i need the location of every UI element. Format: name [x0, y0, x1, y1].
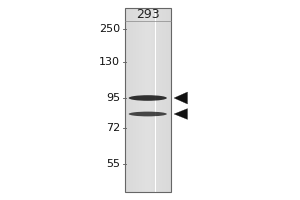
Bar: [132, 8, 133, 192]
Bar: [159, 8, 160, 192]
Bar: [148, 8, 149, 192]
Text: 55: 55: [106, 159, 120, 169]
Bar: [128, 8, 129, 192]
Bar: [169, 8, 170, 192]
Polygon shape: [174, 92, 188, 104]
Bar: [140, 8, 141, 192]
Bar: [160, 8, 161, 192]
Bar: [146, 8, 147, 192]
Bar: [135, 8, 136, 192]
Bar: [164, 8, 165, 192]
Text: 250: 250: [99, 24, 120, 34]
Bar: [124, 8, 125, 192]
Bar: [151, 8, 152, 192]
Bar: [165, 8, 166, 192]
Bar: [156, 8, 157, 192]
Text: 95: 95: [106, 93, 120, 103]
Ellipse shape: [129, 95, 167, 101]
Bar: [161, 8, 162, 192]
Bar: [133, 8, 134, 192]
Bar: [143, 8, 144, 192]
Bar: [166, 8, 167, 192]
Ellipse shape: [129, 112, 167, 116]
Text: 130: 130: [99, 57, 120, 67]
Bar: [163, 8, 164, 192]
Bar: [131, 8, 132, 192]
Bar: [162, 8, 163, 192]
Bar: [145, 8, 146, 192]
Bar: [124, 8, 171, 192]
Bar: [142, 8, 143, 192]
Bar: [167, 8, 168, 192]
Bar: [155, 8, 156, 192]
Bar: [137, 8, 138, 192]
Bar: [150, 8, 151, 192]
Text: 293: 293: [136, 8, 160, 21]
Bar: [154, 8, 155, 192]
Polygon shape: [174, 109, 188, 119]
Bar: [138, 8, 139, 192]
Bar: [130, 8, 131, 192]
Text: 72: 72: [106, 123, 120, 133]
Bar: [136, 8, 137, 192]
Bar: [147, 8, 148, 192]
Bar: [157, 8, 158, 192]
Bar: [134, 8, 135, 192]
Bar: [139, 8, 140, 192]
Bar: [152, 8, 153, 192]
Bar: [125, 8, 126, 192]
Bar: [149, 8, 150, 192]
Bar: [153, 8, 154, 192]
Bar: [141, 8, 142, 192]
Bar: [158, 8, 159, 192]
Bar: [170, 8, 171, 192]
Bar: [126, 8, 127, 192]
Bar: [129, 8, 130, 192]
Bar: [168, 8, 169, 192]
Bar: [169, 8, 170, 192]
Bar: [144, 8, 145, 192]
